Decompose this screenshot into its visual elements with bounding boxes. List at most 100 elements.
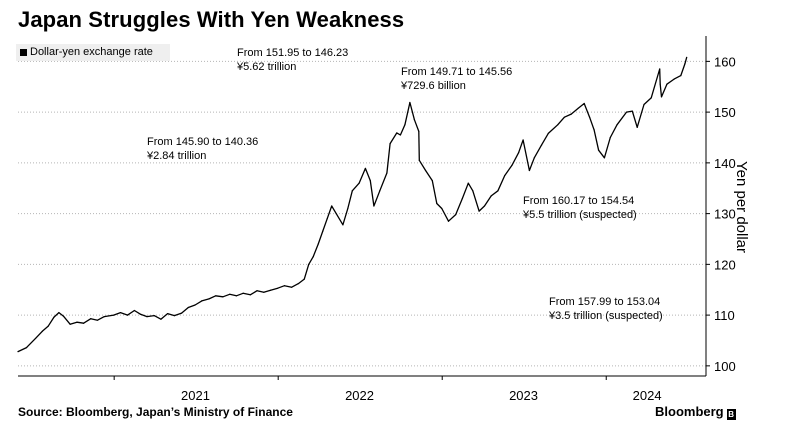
data-point [666, 83, 668, 85]
data-point [160, 318, 162, 320]
annotation-line1: From 157.99 to 153.04 [549, 296, 660, 308]
y-tick-label: 110 [714, 308, 735, 323]
data-point [303, 278, 305, 280]
source-note: Source: Bloomberg, Japan’s Ministry of F… [18, 405, 293, 419]
data-point [194, 304, 196, 306]
data-point [69, 323, 71, 325]
annotation-line1: From 145.90 to 140.36 [147, 136, 258, 148]
data-point [113, 314, 115, 316]
data-point [467, 182, 469, 184]
data-point [139, 313, 141, 315]
data-point [90, 318, 92, 320]
data-point [396, 132, 398, 134]
x-tick-label: 2022 [345, 388, 374, 403]
data-point [680, 74, 682, 77]
series-line [17, 57, 688, 353]
data-point [660, 96, 663, 98]
data-point [47, 325, 49, 327]
data-point [563, 116, 566, 118]
data-point [180, 312, 183, 314]
data-point [436, 202, 438, 205]
data-point [364, 167, 366, 170]
data-point [297, 283, 300, 285]
data-point [277, 287, 279, 289]
data-point [418, 130, 420, 133]
data-point [547, 132, 549, 135]
data-point [215, 295, 217, 297]
x-tick-label: 2023 [509, 388, 538, 403]
annotation-line2: ¥5.62 trillion [236, 61, 296, 73]
data-point [222, 296, 224, 298]
data-point [96, 319, 99, 321]
data-point [497, 190, 499, 192]
data-point [326, 218, 328, 220]
data-point [518, 152, 520, 154]
x-tick-label: 2021 [181, 388, 210, 403]
x-tick-label: 2024 [633, 388, 662, 403]
data-point [133, 309, 135, 312]
data-point [17, 351, 19, 353]
data-point [291, 286, 293, 288]
y-tick-label: 150 [714, 105, 736, 120]
data-point [386, 172, 388, 174]
data-point [609, 136, 611, 139]
data-point [208, 298, 210, 300]
data-point [413, 119, 415, 121]
data-point [322, 230, 324, 232]
data-point [127, 314, 129, 316]
data-point [472, 190, 474, 192]
data-point [41, 330, 43, 332]
data-point [62, 315, 64, 317]
legend-swatch [20, 49, 27, 56]
data-point [83, 322, 85, 324]
data-point [528, 169, 530, 172]
data-point [625, 111, 628, 113]
data-point [659, 68, 661, 70]
annotation-line2: ¥5.5 trillion (suspected) [522, 209, 637, 221]
data-point [684, 63, 686, 65]
data-point [25, 346, 28, 349]
data-point [249, 294, 251, 296]
data-point [540, 144, 543, 146]
data-point [659, 83, 661, 85]
data-point [490, 195, 492, 197]
data-point [103, 316, 105, 318]
data-point [308, 263, 310, 265]
y-tick-label: 140 [714, 156, 736, 171]
data-point [263, 291, 265, 293]
y-tick-label: 120 [714, 257, 736, 272]
y-tick-label: 160 [714, 54, 736, 69]
data-point [53, 316, 55, 318]
data-point [58, 311, 60, 314]
data-point [593, 129, 595, 131]
data-point [447, 220, 450, 222]
legend: Dollar-yen exchange rate [16, 44, 170, 61]
data-point [431, 180, 433, 182]
data-point [533, 157, 535, 159]
data-point [557, 124, 559, 126]
annotation-line1: From 149.71 to 145.56 [401, 66, 512, 78]
brand-logo: Bloomberg B [655, 404, 736, 420]
data-point [242, 292, 244, 294]
chart-title: Japan Struggles With Yen Weakness [18, 7, 405, 32]
annotation-line1: From 160.17 to 154.54 [523, 195, 634, 207]
data-point [399, 134, 402, 136]
data-point [351, 190, 353, 192]
data-point [589, 116, 591, 118]
data-point [342, 224, 344, 226]
brand-logo-icon: B [726, 409, 736, 420]
data-point [173, 315, 175, 317]
legend-label: Dollar-yen exchange rate [30, 46, 153, 58]
data-point [504, 174, 506, 177]
data-point [583, 102, 585, 105]
data-point [256, 290, 258, 292]
data-point [570, 113, 572, 115]
y-tick-label: 100 [714, 359, 736, 374]
data-point [119, 311, 122, 314]
data-point [153, 315, 155, 317]
data-point [269, 289, 272, 291]
y-axis-title: Yen per dollar [733, 161, 750, 253]
annotation-line2: ¥2.84 trillion [146, 150, 206, 162]
data-point [201, 300, 203, 302]
data-point [455, 214, 457, 216]
